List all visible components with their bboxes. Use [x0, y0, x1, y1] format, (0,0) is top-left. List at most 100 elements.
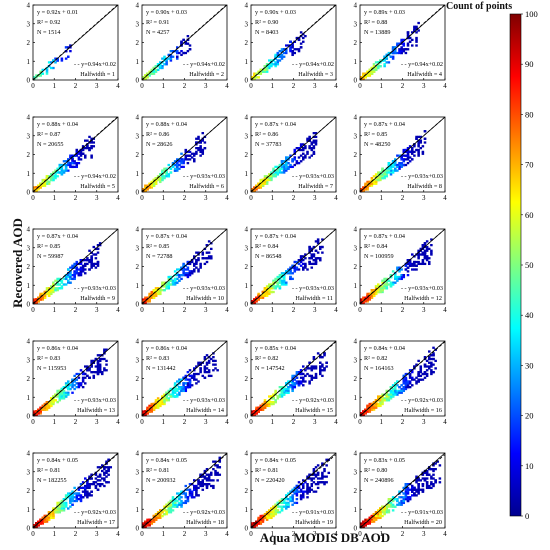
density-cell — [159, 404, 162, 408]
density-cell — [41, 178, 45, 182]
density-cell — [314, 257, 318, 260]
density-cell — [58, 393, 62, 396]
density-cell — [314, 374, 318, 378]
x-tick-label: 0 — [31, 194, 35, 202]
density-cell — [96, 367, 100, 370]
density-cell — [432, 346, 435, 349]
y-tick-label: 2 — [245, 375, 249, 383]
y-tick-label: 1 — [27, 394, 31, 402]
density-cell — [150, 404, 154, 408]
density-cell — [60, 287, 64, 290]
density-cell — [86, 145, 89, 148]
density-cell — [362, 298, 365, 301]
density-cell — [201, 257, 205, 260]
density-cell — [205, 361, 209, 364]
density-cell — [417, 257, 420, 260]
density-cell — [41, 184, 45, 187]
density-cell — [178, 378, 181, 381]
density-cell — [180, 40, 183, 43]
density-cell — [180, 277, 183, 281]
y-tick-label: 3 — [245, 132, 249, 140]
y-tick-label: 2 — [136, 375, 140, 383]
density-cell — [71, 266, 74, 269]
density-cell — [186, 50, 190, 53]
density-cell — [54, 169, 57, 172]
density-cell — [299, 376, 303, 379]
density-cell — [94, 266, 98, 269]
density-cell — [79, 270, 83, 273]
density-cell — [308, 260, 311, 264]
density-cell — [146, 72, 149, 75]
density-cell — [169, 57, 173, 60]
density-cell — [391, 391, 395, 394]
density-cell — [167, 285, 171, 288]
y-tick-label: 1 — [136, 58, 140, 66]
density-cell — [415, 376, 418, 379]
density-cell — [366, 404, 369, 408]
density-cell — [251, 300, 254, 303]
density-cell — [190, 272, 194, 275]
density-cell — [430, 372, 433, 376]
density-cell — [188, 380, 192, 383]
density-cell — [169, 279, 173, 282]
density-cell — [389, 397, 393, 400]
ee-line — [142, 341, 227, 416]
x-tick-label: 1 — [380, 82, 384, 90]
density-cell — [282, 275, 286, 279]
x-tick-label: 3 — [204, 194, 208, 202]
density-cell — [193, 255, 196, 258]
density-cell — [274, 65, 277, 68]
density-cell — [56, 171, 59, 174]
density-cell — [374, 406, 378, 409]
y-tick-label: 4 — [245, 114, 249, 122]
density-cell — [302, 262, 305, 266]
y-tick-label: 4 — [354, 2, 358, 10]
density-cell — [366, 410, 369, 413]
density-cell — [394, 167, 397, 170]
density-cell — [270, 287, 273, 290]
density-cell — [391, 171, 395, 174]
density-cell — [282, 51, 286, 55]
x-tick-label: 3 — [422, 306, 426, 314]
density-cell — [368, 402, 372, 406]
density-cell — [302, 255, 305, 258]
density-cell — [167, 173, 171, 176]
density-cell — [423, 249, 427, 252]
density-cell — [73, 380, 76, 383]
halfwidth-label: Halfwidth = 12 — [404, 295, 442, 302]
density-cell — [282, 389, 286, 393]
fit-equation: y = 0.88x + 0.04 — [146, 121, 187, 128]
density-cell — [374, 61, 378, 64]
density-cell — [366, 294, 369, 297]
density-cell — [276, 53, 280, 57]
density-cell — [425, 259, 429, 262]
density-cell — [207, 251, 211, 254]
density-cell — [411, 152, 414, 155]
x-tick-label: 2 — [183, 82, 187, 90]
density-cell — [33, 410, 36, 413]
density-cell — [195, 365, 198, 368]
density-cell — [92, 253, 96, 256]
density-cell — [291, 264, 294, 267]
density-cell — [173, 167, 177, 170]
density-cell — [207, 371, 211, 374]
density-cell — [385, 277, 389, 281]
density-cell — [379, 175, 382, 178]
density-cell — [391, 46, 395, 49]
density-cell — [272, 401, 275, 404]
density-cell — [182, 270, 185, 273]
x-tick-label: 0 — [140, 194, 144, 202]
density-cell — [385, 281, 389, 284]
density-cell — [428, 356, 431, 359]
density-cell — [86, 496, 89, 499]
density-cell — [165, 391, 168, 394]
density-cell — [58, 283, 62, 286]
density-cell — [400, 163, 403, 167]
density-cell — [276, 171, 280, 174]
density-cell — [323, 369, 326, 372]
density-cell — [75, 270, 79, 273]
